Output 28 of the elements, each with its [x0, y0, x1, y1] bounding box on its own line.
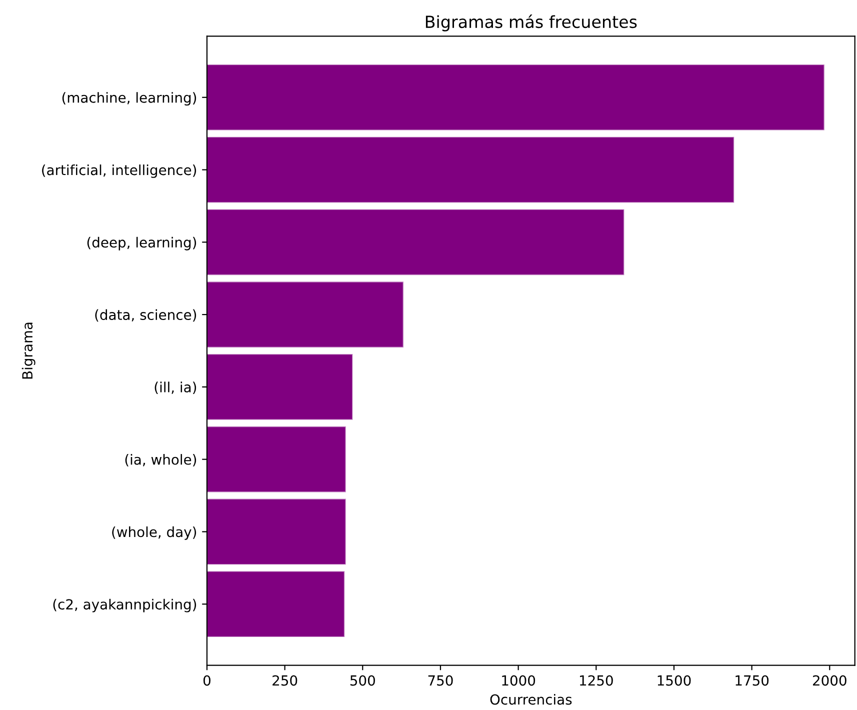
x-tick-label: 250	[272, 675, 298, 686]
x-tick-label: 750	[428, 675, 453, 686]
bar	[206, 282, 404, 348]
bar	[206, 64, 824, 130]
x-tick-label: 2000	[812, 675, 846, 686]
x-tick-label: 0	[203, 675, 210, 686]
x-axis-title: Ocurrencias	[490, 694, 572, 705]
y-tick-label: (c2, ayakannpicking)	[53, 598, 196, 612]
x-tick-label: 1500	[658, 675, 691, 686]
y-tick-label: (ia, whole)	[125, 454, 196, 466]
bar	[206, 426, 346, 492]
bar	[206, 354, 353, 420]
bar	[206, 498, 346, 565]
y-tick-label: (artificial, intelligence)	[42, 164, 196, 178]
bar	[206, 136, 734, 203]
x-tick-label: 1000	[502, 675, 536, 686]
x-tick-label: 1750	[736, 675, 769, 686]
y-tick-label: (data, science)	[95, 309, 196, 322]
y-tick-label: (whole, day)	[112, 526, 196, 540]
x-tick-label: 1250	[580, 675, 613, 686]
y-tick-label: (ill, ia)	[154, 382, 196, 394]
chart-title: Bigramas más frecuentes	[426, 14, 637, 32]
y-tick-label: (machine, learning)	[62, 92, 196, 106]
x-tick-label: 500	[350, 675, 375, 686]
y-axis-title: Bigrama	[22, 322, 36, 379]
bar	[206, 571, 345, 638]
bar	[206, 209, 624, 276]
y-tick-label: (deep, learning)	[87, 236, 196, 250]
